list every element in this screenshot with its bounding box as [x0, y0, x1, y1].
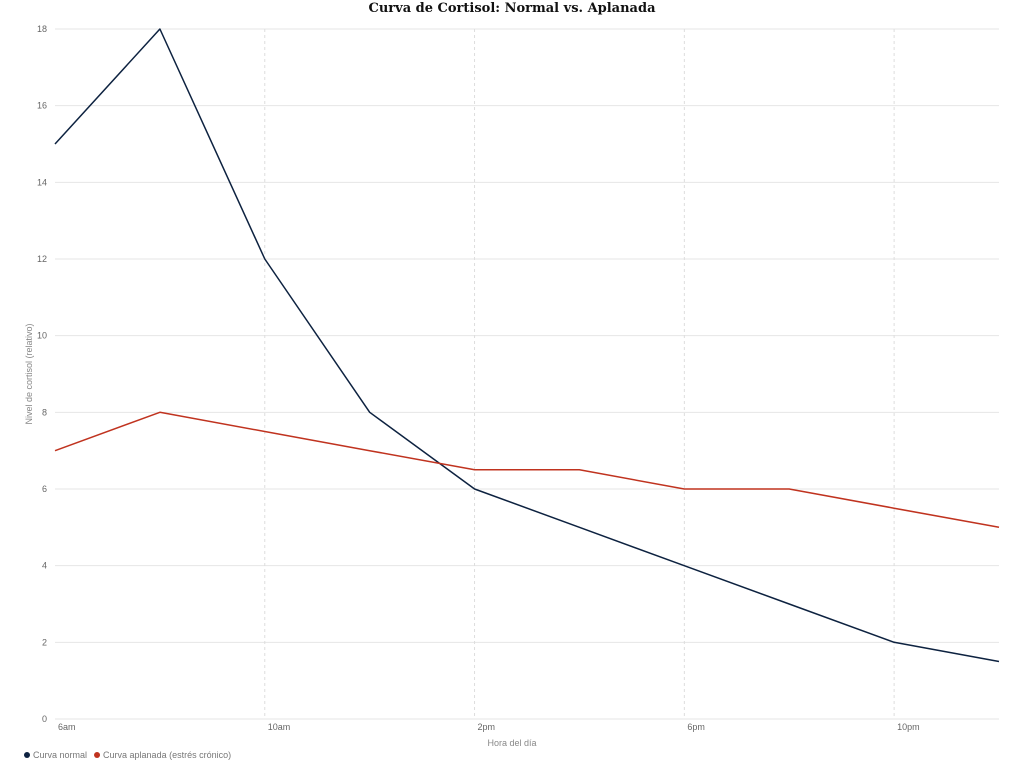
x-tick-label: 6am: [58, 722, 76, 732]
y-tick-label: 16: [37, 101, 47, 111]
y-tick-label: 10: [37, 331, 47, 341]
y-tick-label: 12: [37, 254, 47, 264]
y-axis-ticks: 0 2 4 6 8 10 12 14 16 18: [37, 24, 47, 724]
y-tick-label: 18: [37, 24, 47, 34]
y-axis-label: Nivel de cortisol (relativo): [24, 323, 34, 424]
legend-marker: [24, 752, 30, 758]
y-tick-label: 0: [42, 714, 47, 724]
y-tick-label: 14: [37, 177, 47, 187]
legend-entry: Curva normal: [33, 750, 87, 760]
y-tick-label: 4: [42, 561, 47, 571]
y-tick-label: 2: [42, 637, 47, 647]
x-tick-label: 6pm: [687, 722, 705, 732]
y-tick-label: 6: [42, 484, 47, 494]
x-tick-label: 10pm: [897, 722, 920, 732]
x-tick-label: 10am: [268, 722, 291, 732]
legend-marker: [94, 752, 101, 758]
x-tick-label: 2pm: [478, 722, 496, 732]
series-line-curva-aplanada: [54, 411, 1000, 529]
grid: [55, 28, 999, 720]
x-axis-ticks: 6am 10am 2pm 6pm 10pm: [58, 722, 920, 732]
x-axis-label: Hora del día: [487, 738, 536, 748]
legend-entry: Curva aplanada (estrés crónico): [103, 750, 231, 760]
series-lines: [54, 28, 1000, 663]
y-tick-label: 8: [42, 407, 47, 417]
chart-title: Curva de Cortisol: Normal vs. Aplanada: [369, 1, 657, 16]
series-line-curva-normal: [54, 28, 1000, 663]
legend: Curva normal Curva aplanada (estrés cróni…: [24, 750, 231, 760]
